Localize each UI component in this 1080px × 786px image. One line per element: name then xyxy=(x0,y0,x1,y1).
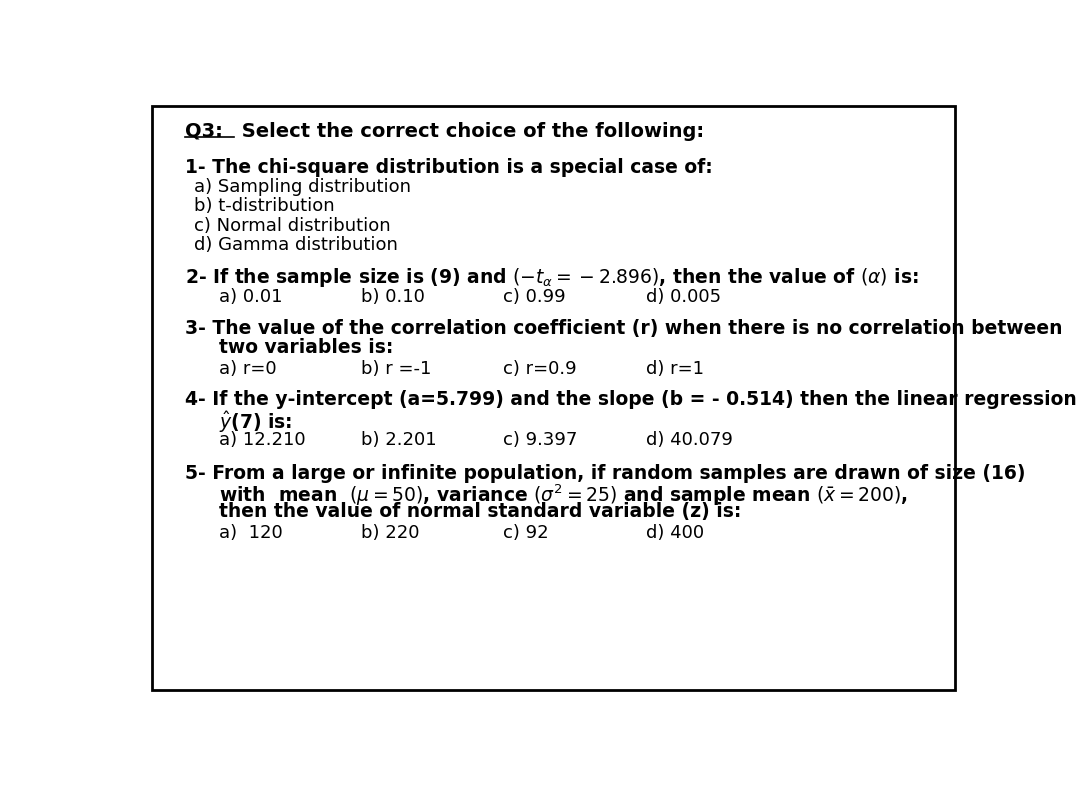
Text: two variables is:: two variables is: xyxy=(218,338,393,357)
Text: b) 0.10: b) 0.10 xyxy=(361,288,424,307)
Text: a) Sampling distribution: a) Sampling distribution xyxy=(193,178,410,196)
Text: 4- If the y-intercept (a=5.799) and the slope (b = - 0.514) then the linear regr: 4- If the y-intercept (a=5.799) and the … xyxy=(186,391,1077,410)
Text: d) Gamma distribution: d) Gamma distribution xyxy=(193,236,397,254)
Text: Select the correct choice of the following:: Select the correct choice of the followi… xyxy=(235,122,704,141)
Text: a)  120: a) 120 xyxy=(218,523,283,542)
Text: a) 12.210: a) 12.210 xyxy=(218,432,306,450)
Text: then the value of normal standard variable (z) is:: then the value of normal standard variab… xyxy=(218,502,741,521)
Text: c) 0.99: c) 0.99 xyxy=(503,288,566,307)
Text: $\hat{y}$(7) is:: $\hat{y}$(7) is: xyxy=(218,410,292,435)
Text: a) 0.01: a) 0.01 xyxy=(218,288,282,307)
Text: c) Normal distribution: c) Normal distribution xyxy=(193,217,390,235)
Text: b) r =-1: b) r =-1 xyxy=(361,360,431,378)
Text: b) 2.201: b) 2.201 xyxy=(361,432,436,450)
Text: c) r=0.9: c) r=0.9 xyxy=(503,360,577,378)
Text: d) 40.079: d) 40.079 xyxy=(646,432,732,450)
Text: a) r=0: a) r=0 xyxy=(218,360,276,378)
Text: 3- The value of the correlation coefficient (r) when there is no correlation bet: 3- The value of the correlation coeffici… xyxy=(186,319,1063,338)
Text: with  mean  $(\mu = 50)$, variance $(\sigma^2 = 25)$ and sample mean $(\bar{x} =: with mean $(\mu = 50)$, variance $(\sigm… xyxy=(218,483,907,509)
Text: d) 0.005: d) 0.005 xyxy=(646,288,720,307)
Text: b) 220: b) 220 xyxy=(361,523,419,542)
Text: 5- From a large or infinite population, if random samples are drawn of size (16): 5- From a large or infinite population, … xyxy=(186,464,1026,483)
Text: b) t-distribution: b) t-distribution xyxy=(193,197,334,215)
Text: d) 400: d) 400 xyxy=(646,523,704,542)
Text: d) r=1: d) r=1 xyxy=(646,360,703,378)
Text: c) 9.397: c) 9.397 xyxy=(503,432,578,450)
Text: c) 92: c) 92 xyxy=(503,523,549,542)
Text: 1- The chi-square distribution is a special case of:: 1- The chi-square distribution is a spec… xyxy=(186,158,713,177)
Text: Q3:: Q3: xyxy=(186,122,224,141)
Text: 2- If the sample size is (9) and $(-t_{\alpha} = -2.896)$, then the value of $(\: 2- If the sample size is (9) and $(-t_{\… xyxy=(186,266,919,289)
